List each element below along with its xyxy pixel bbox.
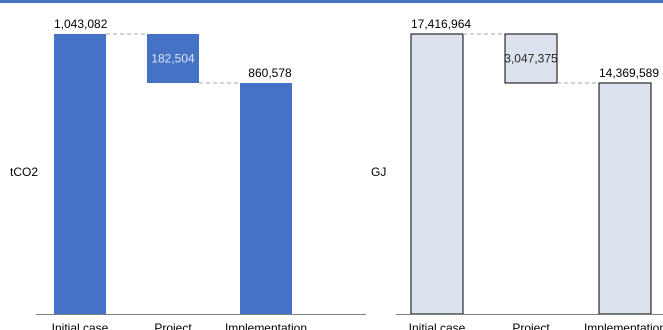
x-tick-label-tco2-implementation: Implementation: [225, 321, 307, 330]
chart-tco2: tCO2 1,043,082 182,504 860,578 Initial case…: [10, 17, 366, 330]
bar-tco2-initial-case: [54, 34, 106, 314]
x-tick-label-tco2-initial-case: Initial case: [52, 321, 109, 330]
data-label-energy-project: 3,047,375: [504, 51, 558, 65]
bar-tco2-project: [147, 34, 199, 83]
y-axis-label-tco2: tCO2: [10, 165, 38, 179]
x-tick-label-energy-initial-case: Initial case: [409, 321, 466, 330]
bar-energy-project: [504, 33, 558, 84]
x-tick-label-energy-implementation: Implementation: [584, 321, 663, 330]
bar-energy-implementation: [598, 82, 652, 315]
data-label-tco2-implementation: 860,578: [248, 66, 292, 80]
data-label-tco2-project: 182,504: [151, 51, 195, 65]
chart-energy: GJ 17,416,964 3,047,375 14,369,589 Initial …: [371, 17, 663, 330]
x-tick-label-energy-project: Project: [512, 321, 550, 330]
data-label-tco2-initial-case: 1,043,082: [54, 17, 108, 31]
y-axis-label-energy: GJ: [371, 165, 386, 179]
data-label-energy-implementation: 14,369,589: [599, 66, 659, 80]
data-label-energy-initial-case: 17,416,964: [411, 17, 471, 31]
bar-tco2-implementation: [240, 82, 292, 314]
top-border: [0, 0, 663, 3]
x-tick-label-tco2-project: Project: [154, 321, 192, 330]
bar-energy-initial-case: [410, 33, 464, 315]
